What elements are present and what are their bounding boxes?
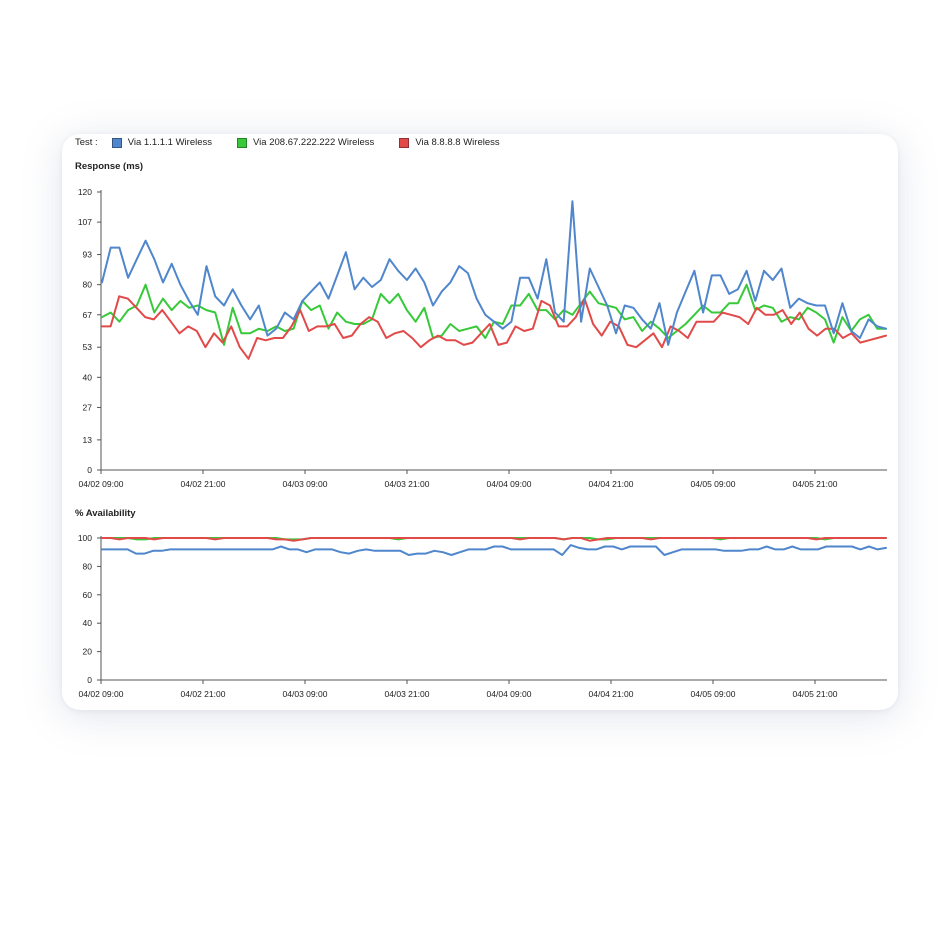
response-y-tick-label: 80 bbox=[83, 280, 93, 290]
response-y-tick-label: 93 bbox=[83, 250, 93, 260]
response-x-tick-label: 04/04 09:00 bbox=[487, 479, 532, 489]
response-series-via-1-1-1-1-wireless bbox=[101, 200, 887, 346]
legend-item-8-8-8-8[interactable]: Via 8.8.8.8 Wireless bbox=[399, 137, 500, 148]
availability-series-via-1-1-1-1-wireless bbox=[101, 544, 887, 556]
availability-series-via-8-8-8-8-wireless bbox=[101, 537, 887, 542]
legend-title: Test : bbox=[75, 137, 98, 148]
availability-y-tick-label: 100 bbox=[78, 533, 92, 543]
chart-card bbox=[62, 134, 898, 710]
legend-swatch bbox=[237, 137, 248, 148]
response-y-tick-label: 120 bbox=[78, 187, 92, 197]
response-x-tick-label: 04/05 09:00 bbox=[691, 479, 736, 489]
response-x-tick-label: 04/02 09:00 bbox=[79, 479, 124, 489]
response-y-tick-label: 107 bbox=[78, 217, 92, 227]
availability-y-tick-label: 0 bbox=[87, 675, 92, 685]
availability-y-tick-label: 40 bbox=[83, 618, 93, 628]
legend-item-208-67-222-222[interactable]: Via 208.67.222.222 Wireless bbox=[237, 137, 374, 148]
response-series-via-8-8-8-8-wireless bbox=[101, 295, 887, 360]
availability-chart-title: % Availability bbox=[75, 508, 136, 519]
legend-label: Via 208.67.222.222 Wireless bbox=[253, 137, 375, 148]
availability-x-tick-label: 04/03 21:00 bbox=[385, 689, 430, 699]
response-x-tick-label: 04/02 21:00 bbox=[181, 479, 226, 489]
legend-label: Via 8.8.8.8 Wireless bbox=[415, 137, 500, 148]
response-x-tick-label: 04/03 09:00 bbox=[283, 479, 328, 489]
availability-x-tick-label: 04/02 21:00 bbox=[181, 689, 226, 699]
response-y-tick-label: 13 bbox=[83, 435, 93, 445]
legend-label: Via 1.1.1.1 Wireless bbox=[127, 137, 213, 148]
response-y-tick-label: 67 bbox=[83, 310, 93, 320]
response-x-tick-label: 04/03 21:00 bbox=[385, 479, 430, 489]
legend-swatch bbox=[111, 137, 122, 148]
response-y-tick-label: 53 bbox=[83, 342, 93, 352]
availability-x-tick-label: 04/02 09:00 bbox=[79, 689, 124, 699]
response-y-tick-label: 27 bbox=[83, 402, 93, 412]
response-y-tick-label: 40 bbox=[83, 372, 93, 382]
availability-x-tick-label: 04/05 09:00 bbox=[691, 689, 736, 699]
response-y-tick-label: 0 bbox=[87, 465, 92, 475]
response-chart-title: Response (ms) bbox=[75, 161, 144, 172]
availability-y-tick-label: 80 bbox=[83, 561, 93, 571]
legend: Test : Via 1.1.1.1 Wireless Via 208.67.2… bbox=[75, 137, 525, 148]
availability-y-tick-label: 60 bbox=[83, 590, 93, 600]
response-x-tick-label: 04/05 21:00 bbox=[793, 479, 838, 489]
availability-x-tick-label: 04/04 09:00 bbox=[487, 689, 532, 699]
availability-y-tick-label: 20 bbox=[83, 647, 93, 657]
response-x-tick-label: 04/04 21:00 bbox=[589, 479, 634, 489]
legend-item-1-1-1-1[interactable]: Via 1.1.1.1 Wireless bbox=[111, 137, 213, 148]
availability-x-tick-label: 04/04 21:00 bbox=[589, 689, 634, 699]
legend-swatch bbox=[399, 137, 410, 148]
availability-x-tick-label: 04/05 21:00 bbox=[793, 689, 838, 699]
availability-x-tick-label: 04/03 09:00 bbox=[283, 689, 328, 699]
